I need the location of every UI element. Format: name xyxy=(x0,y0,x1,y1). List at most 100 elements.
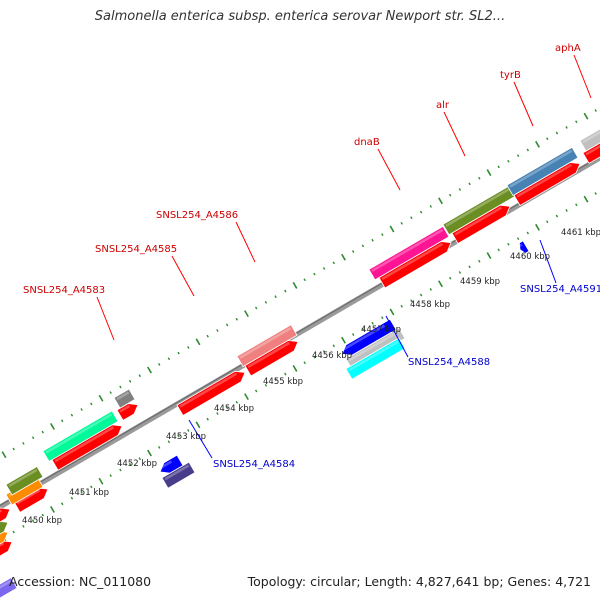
feature-green[interactable] xyxy=(0,521,9,538)
scale-tick xyxy=(565,126,568,129)
scale-tick xyxy=(138,374,142,378)
scale-tick xyxy=(235,317,239,321)
tick-layer xyxy=(1,109,597,542)
scale-tick xyxy=(313,272,316,276)
feature-red-left-highlight xyxy=(0,509,3,513)
gene-label-snsl254-a4588[interactable]: SNSL254_A4588 xyxy=(408,357,490,368)
scale-tick xyxy=(254,389,258,393)
feature-red-a4585-highlight xyxy=(179,372,238,408)
leader-apha xyxy=(573,54,592,99)
feature-pink-dnab-highlight xyxy=(371,228,444,272)
scale-tick xyxy=(381,316,384,320)
leader-alr xyxy=(443,111,466,157)
scale-tick xyxy=(322,350,326,353)
scale-tick xyxy=(12,447,15,451)
scale-tick xyxy=(468,182,471,186)
feature-blue-a4591-highlight xyxy=(519,243,523,247)
scale-tick xyxy=(429,288,433,291)
scale-tick xyxy=(351,333,355,336)
feature-gray-small[interactable] xyxy=(113,388,136,409)
feature-layer xyxy=(0,119,600,600)
feature-red-apha-highlight xyxy=(585,144,600,156)
feature-red-left[interactable] xyxy=(0,507,11,526)
scale-tick xyxy=(371,238,374,242)
feature-slate-left[interactable] xyxy=(0,577,18,600)
feature-red-alr-highlight xyxy=(454,206,503,236)
feature-red-a4586-highlight xyxy=(247,341,291,369)
feature-blue-a4584-highlight xyxy=(159,460,173,470)
feature-olive-alr-highlight xyxy=(445,186,513,227)
scale-tick xyxy=(410,216,413,220)
gene-label-snsl254-a4583[interactable]: SNSL254_A4583 xyxy=(23,285,105,296)
feature-cyan-a4588[interactable] xyxy=(345,337,406,380)
feature-orange[interactable] xyxy=(0,531,9,548)
scale-tick xyxy=(341,336,346,344)
scale-tick xyxy=(429,205,433,208)
feature-red-a4583-highlight xyxy=(54,426,115,463)
feature-rev-left-red[interactable] xyxy=(0,540,13,566)
gene-label-tyrb[interactable]: tyrB xyxy=(500,70,521,81)
scale-tick xyxy=(516,237,520,241)
scale-label: 4459 kbp xyxy=(460,277,500,287)
feature-pink-dnab[interactable] xyxy=(368,225,450,281)
scale-tick xyxy=(167,357,171,361)
feature-silver-a4588[interactable] xyxy=(345,327,406,370)
scale-tick xyxy=(119,468,122,472)
scale-tick xyxy=(109,474,112,477)
feature-red-apha[interactable] xyxy=(582,137,600,164)
scale-tick xyxy=(60,502,64,506)
scale-tick xyxy=(157,446,161,449)
scale-tick xyxy=(98,477,104,485)
scale-tick xyxy=(128,379,132,383)
leader-snsl254-a4586 xyxy=(235,221,256,263)
scale-tick xyxy=(264,300,268,304)
scale-tick xyxy=(400,304,403,308)
scale-tick xyxy=(284,372,287,376)
gene-label-dnab[interactable]: dnaB xyxy=(354,137,380,148)
scale-tick xyxy=(284,289,287,293)
feature-blue-a4591[interactable] xyxy=(518,240,530,254)
scale-tick xyxy=(313,355,316,359)
scale-label: 4454 kbp xyxy=(214,404,254,414)
leader-tyrb xyxy=(513,81,534,127)
scale-tick xyxy=(526,148,530,152)
scale-tick xyxy=(98,394,104,402)
scale-tick xyxy=(274,295,277,299)
leader-snsl254-a4591 xyxy=(539,239,557,284)
scale-tick xyxy=(157,363,161,366)
feature-gray-small-highlight xyxy=(116,391,130,401)
backbone-layer xyxy=(0,155,600,510)
feature-darkslate-a4584[interactable] xyxy=(161,461,196,489)
scale-tick xyxy=(264,383,268,387)
feature-olive-a[interactable] xyxy=(5,466,44,496)
scale-tick xyxy=(177,434,180,438)
gene-label-snsl254-a4584[interactable]: SNSL254_A4584 xyxy=(213,459,295,470)
scale-tick xyxy=(22,524,25,528)
scale-tick xyxy=(187,429,190,432)
feature-salmon-a4586[interactable] xyxy=(236,324,298,368)
scale-tick xyxy=(90,485,93,489)
feature-blue-a4588[interactable] xyxy=(341,318,397,356)
scale-tick xyxy=(177,351,180,355)
gene-label-alr[interactable]: alr xyxy=(436,100,450,111)
scale-tick xyxy=(341,253,346,261)
feature-silver-apha-highlight xyxy=(582,130,600,144)
scale-tick xyxy=(371,321,374,325)
feature-red-a4585[interactable] xyxy=(176,370,246,417)
gene-label-apha[interactable]: aphA xyxy=(555,43,581,54)
scale-tick xyxy=(555,214,559,218)
feature-spring-green[interactable] xyxy=(42,410,119,462)
feature-silver-apha[interactable] xyxy=(579,119,600,152)
gene-label-snsl254-a4586[interactable]: SNSL254_A4586 xyxy=(156,210,238,221)
feature-steelblue-tyrb[interactable] xyxy=(506,146,579,197)
scale-tick xyxy=(575,120,578,124)
scale-tick xyxy=(195,421,201,429)
scale-tick xyxy=(526,231,530,235)
gene-label-snsl254-a4591[interactable]: SNSL254_A4591 xyxy=(520,284,600,295)
gene-label-snsl254-a4585[interactable]: SNSL254_A4585 xyxy=(95,244,177,255)
scale-label: 4461 kbp xyxy=(561,228,600,238)
scale-label: 4456 kbp xyxy=(312,351,352,361)
scale-tick xyxy=(419,293,423,297)
scale-tick xyxy=(216,329,219,332)
